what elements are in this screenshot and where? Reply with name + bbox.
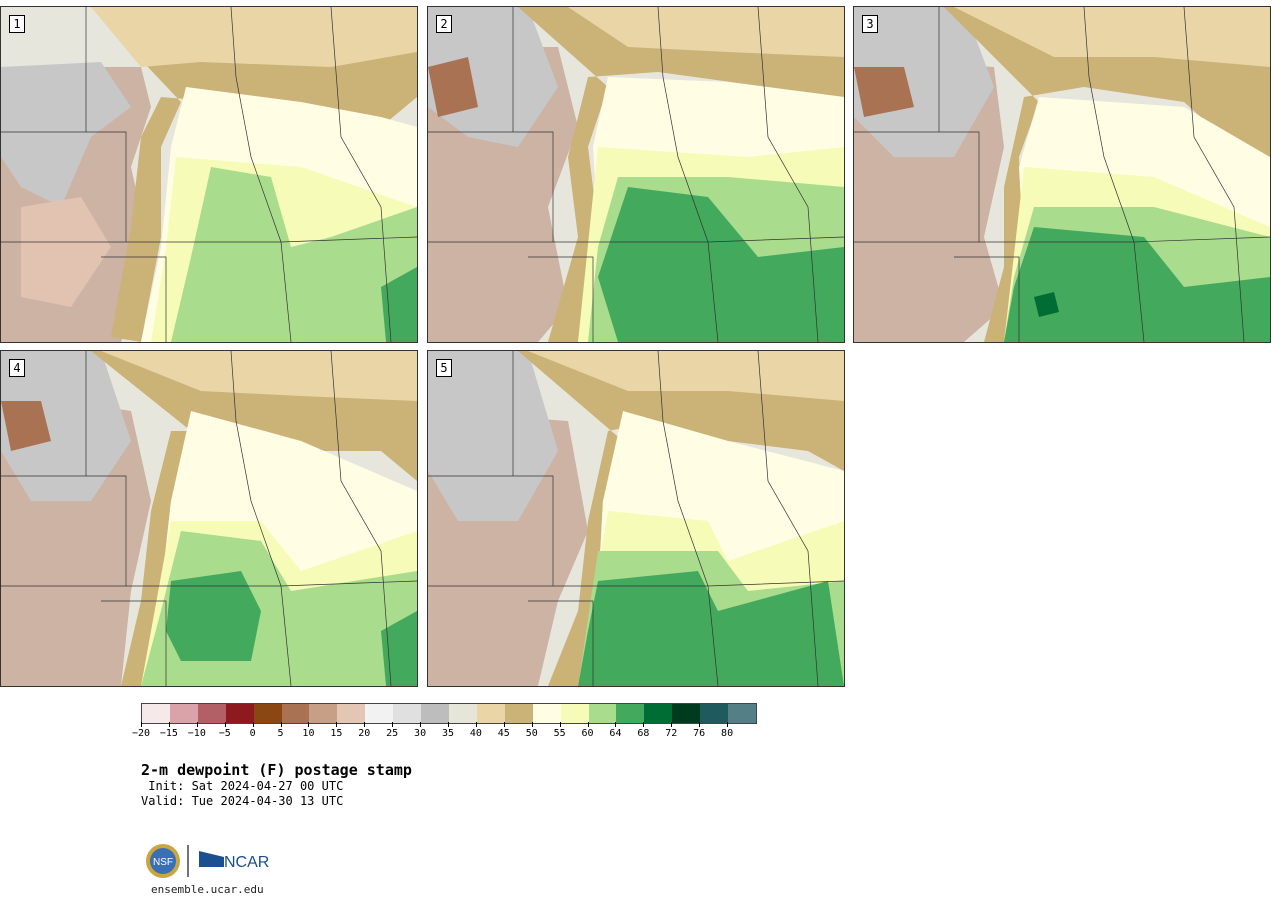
panel-number: 3 — [862, 15, 878, 33]
colorbar-tick — [168, 722, 170, 727]
colorbar-tick-label: 60 — [581, 728, 594, 739]
ensemble-member-panel-1: 1 — [0, 6, 418, 343]
colorbar-swatch — [504, 704, 533, 723]
colorbar-tick-label: 20 — [358, 728, 371, 739]
colorbar-tick — [475, 722, 477, 727]
colorbar-tick-label: 30 — [414, 728, 427, 739]
valid-time: Valid: Tue 2024-04-30 13 UTC — [141, 794, 344, 808]
colorbar-tick — [364, 722, 366, 727]
colorbar-tick — [671, 722, 673, 727]
chart-title: 2-m dewpoint (F) postage stamp — [141, 761, 412, 779]
colorbar-swatch — [616, 704, 645, 723]
dewpoint-map-5 — [428, 351, 844, 686]
colorbar — [141, 703, 757, 724]
colorbar-swatch — [197, 704, 226, 723]
colorbar-tick — [224, 722, 226, 727]
colorbar-tick-label: 45 — [497, 728, 510, 739]
panel-number: 2 — [436, 15, 452, 33]
dewpoint-map-3 — [854, 7, 1270, 342]
colorbar-swatch — [532, 704, 561, 723]
colorbar-tick-label: 35 — [441, 728, 455, 739]
colorbar-tick-label: 80 — [721, 728, 734, 739]
colorbar-tick-label: 40 — [469, 728, 482, 739]
colorbar-tick — [336, 722, 338, 727]
colorbar-swatch — [225, 704, 254, 723]
logo-graphic: NSF NCAR — [146, 844, 269, 878]
dewpoint-map-4 — [1, 351, 417, 686]
dewpoint-map-2 — [428, 7, 844, 342]
colorbar-tick — [615, 722, 617, 727]
colorbar-tick — [699, 722, 701, 727]
colorbar-tick — [280, 722, 282, 727]
colorbar-tick — [531, 722, 533, 727]
ensemble-member-panel-2: 2 — [427, 6, 845, 343]
colorbar-swatch — [365, 704, 394, 723]
panel-number: 1 — [9, 15, 25, 33]
colorbar-swatch — [448, 704, 477, 723]
colorbar-tick — [448, 722, 449, 727]
colorbar-tick-label: −15 — [159, 728, 178, 739]
colorbar-tick — [308, 722, 310, 727]
colorbar-swatch — [700, 704, 729, 723]
nsf-ncar-logo: NSF NCAR — [144, 843, 272, 879]
colorbar-tick-label: −20 — [131, 728, 151, 739]
colorbar-swatch — [560, 704, 589, 723]
colorbar-tick — [196, 722, 198, 727]
colorbar-swatch — [281, 704, 310, 723]
colorbar-ticks: −20 −15 −10 −5 0 5 10 15 20 25 30 35 40 45 50 55 60 64 68 7… — [132, 722, 755, 742]
logo-nsf-text: NSF — [153, 857, 173, 868]
colorbar-swatch — [588, 704, 617, 723]
colorbar-swatch — [142, 704, 170, 723]
colorbar-tick-label: 68 — [637, 728, 650, 739]
panel-number: 4 — [9, 359, 25, 377]
colorbar-swatch — [644, 704, 673, 723]
colorbar-tick — [141, 722, 142, 727]
ensemble-member-panel-3: 3 — [853, 6, 1271, 343]
colorbar-tick-label: 55 — [553, 728, 566, 739]
colorbar-tick — [587, 722, 589, 727]
colorbar-swatch — [393, 704, 422, 723]
panel-number: 5 — [436, 359, 452, 377]
colorbar-tick-label: 50 — [525, 728, 538, 739]
colorbar-swatch — [476, 704, 505, 723]
colorbar-swatch — [728, 704, 756, 723]
colorbar-tick-label: 15 — [330, 728, 343, 739]
dewpoint-map-1 — [1, 7, 417, 342]
colorbar-tick-label: 72 — [665, 728, 678, 739]
ensemble-member-panel-4: 4 — [0, 350, 418, 687]
colorbar-tick — [559, 722, 561, 727]
colorbar-tick-label: −10 — [187, 728, 206, 739]
colorbar-tick — [252, 722, 254, 727]
colorbar-tick — [503, 722, 505, 727]
colorbar-swatch — [672, 704, 701, 723]
colorbar-tick — [392, 722, 394, 727]
colorbar-tick-label: 5 — [277, 728, 284, 739]
colorbar-swatch — [337, 704, 366, 723]
colorbar-tick — [420, 722, 422, 727]
colorbar-tick — [727, 722, 729, 727]
init-time: Init: Sat 2024-04-27 00 UTC — [141, 779, 344, 793]
colorbar-swatch — [309, 704, 338, 723]
colorbar-tick-label: 76 — [693, 728, 706, 739]
colorbar-tick-label: −5 — [218, 728, 231, 739]
colorbar-swatch — [253, 704, 282, 723]
colorbar-tick-label: 64 — [609, 728, 622, 739]
colorbar-swatch — [169, 704, 198, 723]
colorbar-tick — [643, 722, 645, 727]
logo-ncar-text: NCAR — [224, 854, 269, 871]
colorbar-swatch — [421, 704, 449, 723]
colorbar-tick-label: 25 — [386, 728, 399, 739]
website-url: ensemble.ucar.edu — [151, 883, 264, 896]
ensemble-member-panel-5: 5 — [427, 350, 845, 687]
colorbar-tick-label: 0 — [249, 728, 256, 739]
colorbar-tick-label: 10 — [302, 728, 315, 739]
